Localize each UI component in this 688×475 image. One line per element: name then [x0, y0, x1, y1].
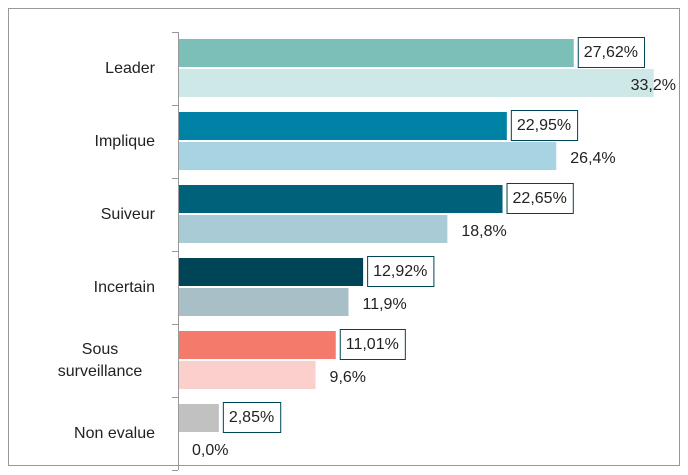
- value-label: 12,92%: [373, 263, 427, 280]
- value-label: 0,0%: [192, 442, 228, 459]
- value-label: 22,65%: [513, 190, 567, 207]
- value-label: 9,6%: [330, 369, 366, 386]
- frame: [8, 8, 680, 466]
- value-label: 18,8%: [461, 223, 506, 240]
- value-label: 22,95%: [517, 117, 571, 134]
- value-label: 33,2%: [631, 77, 676, 94]
- bar: [179, 215, 448, 243]
- category-label: Sous surveillance: [57, 340, 143, 380]
- bar: [179, 185, 503, 213]
- value-label: 26,4%: [570, 150, 615, 167]
- bar: [179, 112, 507, 140]
- bar: [179, 258, 364, 286]
- category-label: Incertain: [93, 278, 155, 296]
- value-label: 2,85%: [229, 409, 274, 426]
- category-label: Non evalue: [74, 424, 155, 442]
- bar: [179, 288, 349, 316]
- value-label-box: [577, 37, 646, 68]
- value-label: 27,62%: [584, 44, 638, 61]
- category-label: Implique: [94, 132, 155, 150]
- value-label: 11,01%: [346, 336, 399, 353]
- value-label-box: [222, 402, 282, 433]
- bar: [179, 404, 219, 432]
- category-label: Leader: [105, 59, 155, 77]
- value-label-box: [510, 110, 579, 141]
- bar: [179, 142, 557, 170]
- value-label-box: [339, 329, 406, 360]
- value-label: 11,9%: [363, 296, 407, 313]
- value-label-box: [506, 183, 574, 214]
- category-label: Suiveur: [100, 205, 155, 223]
- value-label-box: [367, 256, 435, 287]
- bar: [179, 331, 336, 359]
- bar: [179, 39, 574, 67]
- bar: [179, 361, 316, 389]
- bar: [179, 69, 654, 97]
